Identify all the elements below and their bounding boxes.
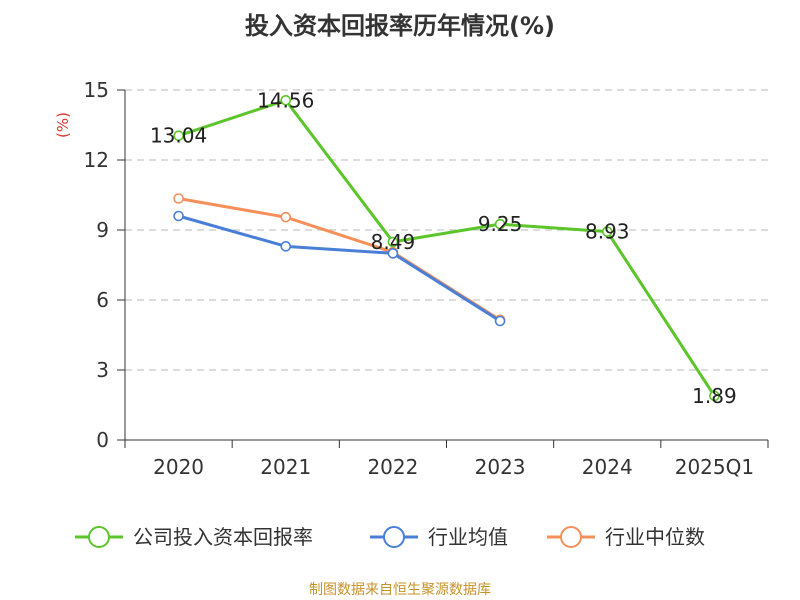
data-label: 1.89 — [692, 384, 737, 408]
legend-label: 行业均值 — [428, 525, 508, 549]
y-tick-label: 12 — [84, 148, 109, 172]
legend-marker — [560, 526, 582, 548]
legend-marker — [383, 526, 405, 548]
legend: 公司投入资本回报率 行业均值 行业中位数 — [75, 525, 705, 549]
source-note: 制图数据来自恒生聚源数据库 — [309, 582, 491, 598]
legend-label: 公司投入资本回报率 — [133, 525, 313, 549]
data-point — [387, 236, 399, 248]
data-point — [280, 241, 292, 252]
chart-title: 投入资本回报率历年情况(%) — [245, 12, 555, 40]
series-line-0 — [178, 98, 716, 397]
data-point — [173, 193, 184, 204]
data-label: 8.49 — [371, 230, 416, 254]
data-point — [280, 94, 292, 106]
series-line-2 — [178, 197, 501, 322]
data-point — [280, 211, 292, 223]
data-point — [494, 218, 506, 230]
data-label: 8.93 — [585, 220, 630, 244]
data-label: 9.25 — [478, 212, 523, 236]
data-labels: 13.04 14.56 8.49 9.25 8.93 1.89 — [150, 88, 737, 408]
y-tick-label: 9 — [96, 218, 109, 242]
y-tick-label: 0 — [96, 428, 109, 452]
x-tick-label: 2024 — [582, 455, 633, 479]
series-line-1 — [178, 214, 501, 323]
x-tick-label: 2020 — [153, 455, 204, 479]
y-axis-label: (%) — [54, 112, 72, 138]
axes: 0 3 6 9 12 15 2020 2021 2022 2023 2024 2025Q1 — [84, 78, 769, 479]
x-tick-label: 2025Q1 — [675, 455, 754, 479]
legend-label: 行业中位数 — [605, 525, 705, 549]
data-label: 13.04 — [150, 124, 207, 148]
data-point — [173, 130, 184, 142]
y-tick-label: 3 — [96, 358, 109, 382]
data-point — [387, 248, 399, 259]
data-point — [494, 315, 506, 327]
data-point — [173, 210, 184, 222]
x-tick-label: 2021 — [260, 455, 311, 479]
legend-marker — [88, 526, 110, 548]
series-group — [173, 94, 720, 402]
y-tick-label: 15 — [84, 78, 109, 102]
y-tick-label: 6 — [96, 288, 109, 312]
x-tick-label: 2022 — [367, 455, 418, 479]
data-label: 14.56 — [257, 88, 314, 112]
x-tick-label: 2023 — [475, 455, 526, 479]
data-point — [601, 226, 613, 237]
data-point — [709, 390, 720, 402]
